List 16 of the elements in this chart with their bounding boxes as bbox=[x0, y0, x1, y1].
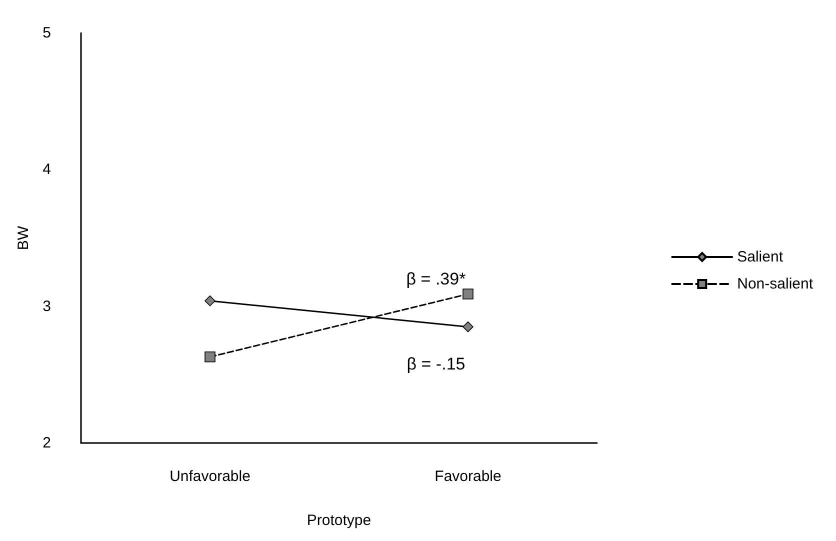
legend-label: Non-salient bbox=[737, 276, 814, 292]
y-tick-label: 4 bbox=[42, 161, 51, 178]
annotation: β = -.15 bbox=[406, 354, 466, 374]
legend-label: Salient bbox=[737, 248, 784, 266]
y-axis-title: BW bbox=[15, 225, 32, 250]
point bbox=[462, 321, 474, 332]
point bbox=[204, 352, 216, 362]
x-axis-title: Prototype bbox=[306, 512, 372, 529]
x-tick-label: Unfavorable bbox=[170, 468, 250, 485]
y-tick-label: 3 bbox=[42, 298, 51, 315]
point bbox=[462, 288, 474, 300]
point bbox=[204, 295, 216, 306]
y-tick-label: 2 bbox=[42, 434, 51, 452]
annotation: β = .39* bbox=[406, 270, 466, 288]
y-tick-label: 5 bbox=[42, 24, 51, 42]
x-tick-label: Favorable bbox=[434, 468, 502, 485]
